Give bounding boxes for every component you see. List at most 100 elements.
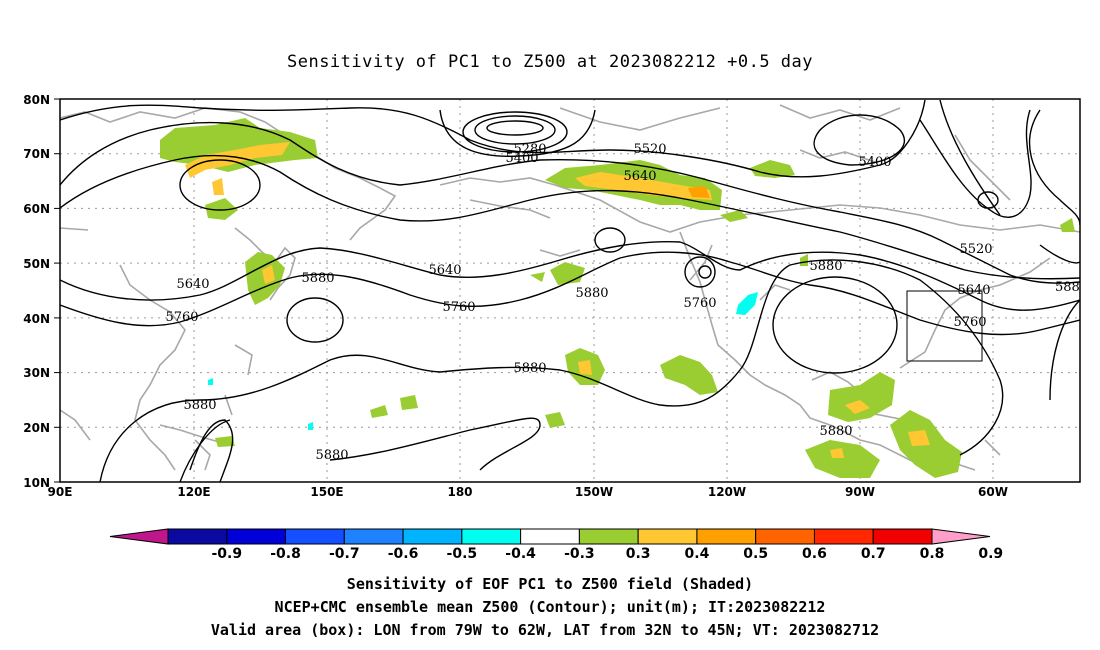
colorbar-label: -0.4 bbox=[505, 546, 536, 562]
colorbar-swatch bbox=[285, 528, 345, 545]
colorbar-swatch bbox=[755, 528, 815, 545]
lon-tick-label: 120W bbox=[708, 485, 746, 499]
axis-ticks bbox=[54, 98, 60, 483]
contour-label: 588 bbox=[1055, 280, 1080, 295]
shade-yellow-region bbox=[185, 142, 290, 178]
contour-label: 5880 bbox=[809, 259, 842, 274]
colorbar-label: -0.8 bbox=[270, 546, 301, 562]
lat-tick-label: 70N bbox=[23, 147, 50, 161]
shade-green-region bbox=[215, 436, 235, 447]
shade-green-region bbox=[160, 118, 318, 172]
map-frame bbox=[59, 98, 1081, 483]
contour-label: 5880 bbox=[575, 286, 608, 301]
lat-tick-label: 30N bbox=[23, 366, 50, 380]
shade-green-region bbox=[1060, 218, 1075, 232]
colorbar-swatch bbox=[402, 528, 463, 545]
colorbar-swatch bbox=[637, 528, 698, 545]
shade-green-region bbox=[800, 254, 808, 266]
colorbar-arrow-high bbox=[931, 528, 991, 545]
footer-line: Sensitivity of EOF PC1 to Z500 field (Sh… bbox=[347, 575, 753, 593]
colorbar-label: -0.7 bbox=[329, 546, 360, 562]
colorbar-swatch bbox=[167, 528, 228, 545]
shade-cyan-region bbox=[208, 378, 213, 385]
shade-yellow-region bbox=[578, 360, 592, 375]
lat-tick-label: 50N bbox=[23, 257, 50, 271]
footer-line: NCEP+CMC ensemble mean Z500 (Contour); u… bbox=[275, 598, 826, 616]
contour-label: 5520 bbox=[633, 142, 666, 157]
contour-label: 5760 bbox=[683, 296, 716, 311]
colorbar-arrow-low bbox=[109, 528, 169, 545]
colorbar-label: -0.9 bbox=[211, 546, 242, 562]
lon-tick-label: 90E bbox=[48, 485, 73, 499]
colorbar-swatch bbox=[813, 528, 874, 545]
colorbar-swatch bbox=[461, 528, 522, 545]
colorbar-label: -0.6 bbox=[388, 546, 419, 562]
lon-tick-label: 60W bbox=[978, 485, 1008, 499]
shade-yellow-region bbox=[908, 430, 930, 446]
colorbar-label: 0.9 bbox=[978, 546, 1003, 562]
shade-green-region bbox=[400, 395, 418, 410]
plot-title: Sensitivity of PC1 to Z500 at 2023082212… bbox=[287, 52, 813, 72]
lon-tick-label: 150W bbox=[575, 485, 613, 499]
shade-yellow-region bbox=[262, 265, 275, 284]
colorbar-label: -0.3 bbox=[564, 546, 595, 562]
colorbar-swatch bbox=[872, 528, 933, 545]
colorbar-swatch bbox=[520, 528, 580, 545]
contour-label: 5880 bbox=[513, 361, 546, 376]
contour-label: 5640 bbox=[176, 277, 209, 292]
map-panel: 5280 5400 5520 5640 5400 5520 5640 5640 … bbox=[60, 99, 1080, 482]
shade-green-region bbox=[805, 440, 880, 478]
colorbar-label: 0.4 bbox=[685, 546, 710, 562]
colorbar-label: 0.5 bbox=[743, 546, 768, 562]
lat-tick-label: 80N bbox=[23, 93, 50, 107]
colorbar-label: 0.6 bbox=[802, 546, 827, 562]
shade-green-region bbox=[370, 405, 388, 418]
shade-cyan-region bbox=[736, 292, 758, 315]
contour-label: 5760 bbox=[953, 315, 986, 330]
contour-label: 5760 bbox=[165, 310, 198, 325]
lat-tick-label: 20N bbox=[23, 421, 50, 435]
shade-orange-region bbox=[688, 186, 710, 198]
colorbar-swatch bbox=[578, 528, 639, 545]
colorbar-labels: -0.9 -0.8 -0.7 -0.6 -0.5 -0.4 -0.3 0.3 0.4 0.5 0.6… bbox=[211, 546, 1003, 562]
colorbar-swatch bbox=[696, 528, 757, 545]
colorbar-label: 0.3 bbox=[626, 546, 651, 562]
z500-contours bbox=[60, 99, 1080, 482]
valid-area-box bbox=[906, 290, 983, 362]
shade-yellow-region bbox=[212, 178, 224, 195]
contour-label: 5280 bbox=[513, 142, 546, 157]
contour-label: 5520 bbox=[959, 242, 992, 257]
shade-green-region bbox=[550, 262, 585, 285]
contour-label: 5880 bbox=[183, 398, 216, 413]
shade-yellow-region bbox=[830, 448, 844, 458]
contour-labels: 5280 5400 5520 5640 5400 5520 5640 5640 … bbox=[165, 142, 1079, 463]
contour-label: 5880 bbox=[819, 424, 852, 439]
lon-tick-label: 180 bbox=[447, 485, 472, 499]
colorbar-label: -0.5 bbox=[447, 546, 478, 562]
lon-tick-label: 90W bbox=[845, 485, 875, 499]
colorbar bbox=[109, 528, 991, 545]
colorbar-swatch bbox=[343, 528, 404, 545]
contour-label: 5640 bbox=[623, 169, 656, 184]
shade-yellow-region bbox=[575, 172, 712, 200]
shade-green-region bbox=[720, 210, 748, 222]
contour-label: 5880 bbox=[315, 448, 348, 463]
shade-green-region bbox=[750, 160, 795, 178]
colorbar-label: 0.8 bbox=[920, 546, 945, 562]
sensitivity-shading bbox=[160, 118, 1075, 478]
colorbar-swatch bbox=[226, 528, 287, 545]
contour-label: 5640 bbox=[957, 283, 990, 298]
lat-tick-label: 10N bbox=[23, 476, 50, 490]
shade-green-region bbox=[205, 198, 238, 220]
lat-tick-label: 40N bbox=[23, 312, 50, 326]
shade-green-region bbox=[545, 412, 565, 428]
footer-line: Valid area (box): LON from 79W to 62W, L… bbox=[211, 621, 879, 639]
shade-green-region bbox=[530, 272, 545, 282]
lon-tick-label: 120E bbox=[177, 485, 210, 499]
contour-label: 5640 bbox=[428, 263, 461, 278]
shade-cyan-region bbox=[308, 422, 313, 430]
contour-label: 5880 bbox=[301, 271, 334, 286]
shade-green-region bbox=[660, 355, 718, 395]
shade-yellow-region bbox=[845, 400, 870, 414]
